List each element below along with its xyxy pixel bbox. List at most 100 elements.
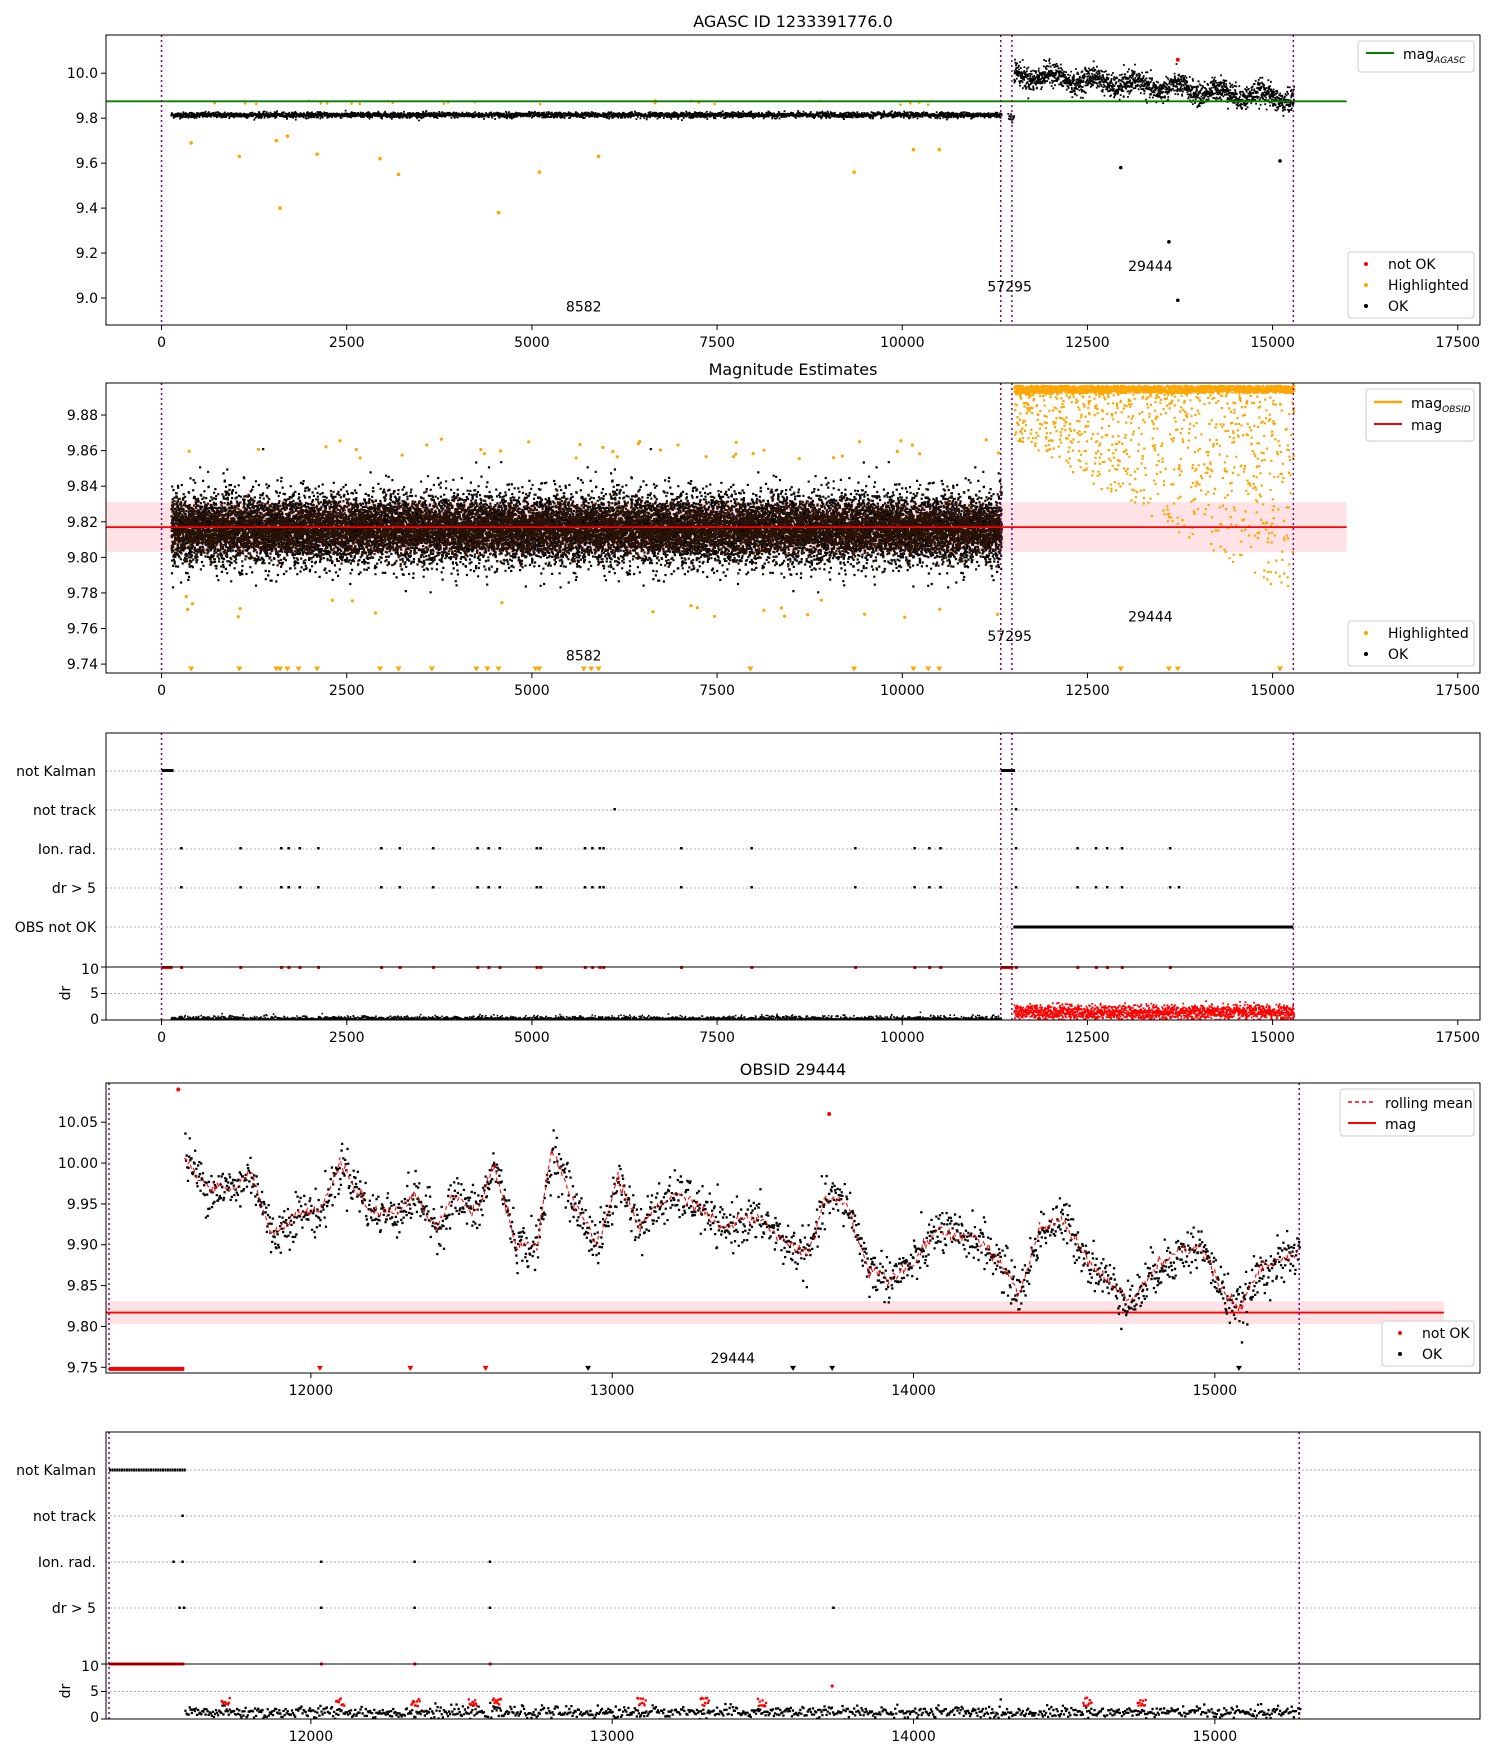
highlighted-2-41 [731, 455, 736, 459]
xtick-label-4-1: 13000 [590, 1383, 635, 1399]
not-kalman-5 [164, 1468, 167, 1472]
xtick-label-3-7: 17500 [1436, 1030, 1481, 1046]
highlighted-2-17 [184, 595, 188, 599]
ion-rad-mark-9 [476, 847, 479, 850]
highlighted-2-47 [751, 451, 755, 456]
highlighted-2-57 [819, 598, 824, 602]
panel1-legend-upper: magAGASC [1357, 40, 1475, 73]
ytick-label-2-1: 9.76 [67, 622, 98, 638]
ion-rad-mark-20 [854, 847, 857, 850]
legend-mag-obsid: mag [1411, 396, 1442, 412]
flag-label-4: OBS not OK [15, 920, 97, 936]
xtick-label-3-5: 12500 [1065, 1030, 1110, 1046]
not-kalman-mark [1006, 769, 1009, 772]
highlighted-2-54 [636, 442, 640, 446]
highlighted-2-38 [938, 607, 942, 611]
obsid-clip-marker-1 [407, 1365, 414, 1371]
dr5-mark-16 [598, 886, 602, 889]
highlighted-2-7 [831, 456, 836, 460]
panel1-title: AGASC ID 1233391776.0 [693, 12, 893, 31]
ion-rad-mark-1 [239, 847, 242, 850]
not-kalman-5 [145, 1468, 148, 1472]
legend-rolling-mean: rolling mean [1385, 1096, 1473, 1112]
not-track-5 [181, 1514, 184, 1517]
highlighted-2-53 [910, 443, 915, 447]
not-kalman-mark [1000, 769, 1003, 772]
panel4-legend-lower: not OK OK [1381, 1320, 1475, 1367]
obsid-label-2-1: 57295 [987, 629, 1032, 645]
xtick-label-3: 7500 [699, 335, 735, 351]
not-kalman-5 [137, 1468, 140, 1472]
ok-points [170, 58, 1295, 124]
not-kalman-mark [1012, 769, 1015, 772]
highlighted-point-9 [537, 170, 542, 174]
highlighted-point-2 [274, 138, 279, 143]
highlighted-2-49 [779, 606, 784, 610]
ion-rad-mark-25 [1076, 847, 1079, 850]
dr5-mark-30 [1177, 886, 1181, 889]
highlighted-2-26 [324, 445, 328, 449]
ion-rad-mark-17 [602, 847, 605, 850]
highlighted-2-12 [984, 438, 988, 442]
not-ok-point-0 [1175, 57, 1180, 62]
not-kalman-5 [130, 1468, 133, 1472]
xtick-label-3-4: 10000 [880, 1030, 925, 1046]
flag-label-2: Ion. rad. [38, 842, 96, 858]
highlighted-2-35 [425, 443, 429, 447]
panel2-frame [105, 382, 1481, 674]
xtick-label-5-1: 13000 [590, 1729, 635, 1745]
legend-ok-2: OK [1388, 647, 1409, 663]
highlighted-2-33 [917, 452, 922, 456]
clip-marker-22 [936, 666, 943, 672]
xtick-label-2: 5000 [514, 335, 550, 351]
highlighted-2-36 [862, 612, 867, 616]
ion-rad-mark-16 [598, 847, 602, 850]
legend-mag: mag [1411, 418, 1442, 434]
flag5-label-1: not track [33, 1509, 97, 1525]
highlighted-near-18 [325, 102, 329, 105]
dr5-mark-24 [1014, 886, 1018, 889]
not-kalman-5 [135, 1468, 138, 1472]
dr5-mark-11 [498, 886, 502, 889]
not-kalman-mark [1010, 769, 1013, 772]
ok-outlier-3 [1278, 159, 1282, 163]
highlighted-2-15 [734, 452, 738, 456]
xtick-label-5-2: 14000 [891, 1729, 936, 1745]
ytick-label-4-5: 10.00 [58, 1156, 98, 1172]
highlighted-2-27 [574, 456, 578, 460]
dr5-mark-6 [380, 886, 383, 889]
ion-rad-mark-24 [1014, 847, 1018, 850]
clip-marker-25 [1174, 666, 1181, 672]
ion-rad-mark-14 [583, 847, 587, 850]
not-kalman-mark [169, 769, 172, 772]
panel3-frame [105, 732, 1481, 1021]
highlighted-2-40 [615, 455, 619, 459]
ytick-label-4-2: 9.85 [67, 1279, 98, 1295]
dr5-mark-15 [591, 886, 594, 889]
clip-marker-1 [236, 666, 243, 672]
highlighted-near-21 [926, 103, 930, 106]
flags-marks [161, 769, 1294, 929]
dr5-mark-21 [913, 886, 916, 889]
flag-label-3: dr > 5 [52, 881, 96, 897]
panel5-dr-tick-5: 5 [90, 1684, 99, 1700]
dr5-mark-26 [1094, 886, 1098, 889]
not-kalman-mark [163, 769, 166, 772]
dr5-mark-19 [750, 886, 753, 889]
highlighted-2-18 [256, 447, 261, 451]
not-kalman-5 [174, 1468, 177, 1472]
not-kalman-5 [152, 1468, 155, 1472]
svg-text:magOBSID: magOBSID [1411, 396, 1471, 415]
ytick-label-4-1: 9.80 [67, 1319, 98, 1335]
ion-rad-5-2 [319, 1560, 323, 1563]
highlighted-2-23 [695, 606, 699, 610]
highlighted-2-37 [895, 449, 899, 453]
highlighted-2-39 [712, 614, 717, 619]
ytick-label-4-6: 10.05 [58, 1115, 98, 1131]
dr5-mark-7 [398, 886, 402, 889]
xtick-label-4-2: 14000 [891, 1383, 936, 1399]
xtick-label-2-6: 15000 [1250, 683, 1295, 699]
panel3-dr-tick-0: 0 [90, 1012, 99, 1028]
not-kalman-5 [118, 1468, 121, 1472]
